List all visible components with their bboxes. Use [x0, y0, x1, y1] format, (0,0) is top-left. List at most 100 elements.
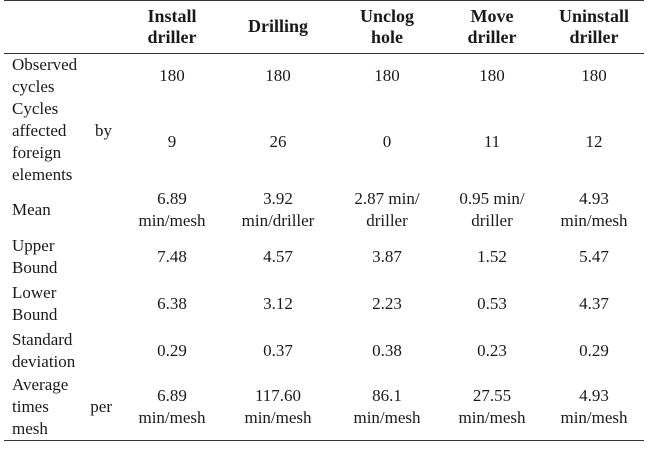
row-label-text: deviation	[12, 351, 76, 371]
row-label-text: Mean	[12, 199, 51, 219]
cell-value: 0.53	[477, 293, 507, 313]
cell-value: 180	[581, 66, 607, 85]
table-cell: 0.53	[440, 280, 544, 327]
cell-value: 3.12	[263, 293, 293, 313]
row-label: Standard deviation	[4, 327, 122, 374]
row-label-text: Observed	[12, 55, 78, 74]
table-row: Observed cycles 180 180 180 180 180	[4, 54, 644, 99]
cell-value: 6.89	[157, 188, 187, 208]
row-label-text: Standard	[12, 329, 73, 349]
header-row: Install driller Drilling Unclog hole Move dril…	[4, 0, 644, 54]
table-cell: 12	[544, 98, 644, 186]
row-label: Mean	[4, 186, 122, 233]
cell-value: 7.48	[157, 246, 187, 266]
table-cell: 3.12	[222, 280, 334, 327]
column-header-text: hole	[370, 26, 403, 47]
table-body: Observed cycles 180 180 180 180 180 Cycles affec…	[4, 54, 644, 441]
table-cell: 4.93 min/mesh	[544, 374, 644, 441]
cell-value: 0.29	[157, 340, 187, 360]
column-header-text: Uninstall	[558, 5, 630, 26]
table-cell: 0.23	[440, 327, 544, 374]
table-cell: 7.48	[122, 233, 222, 280]
data-table-container: Install driller Drilling Unclog hole Move dril…	[4, 0, 644, 466]
table-row: Cycles affected by foreign elements 9 26 0 11 12	[4, 98, 644, 186]
cell-value: 180	[265, 66, 291, 85]
table-cell: 6.38	[122, 280, 222, 327]
cell-value: min/mesh	[560, 408, 628, 427]
table-row: Average times per mesh 6.89 min/mesh 117.60 min…	[4, 374, 644, 441]
table-header: Install driller Drilling Unclog hole Move dril…	[4, 0, 644, 54]
cell-value: 4.93	[579, 188, 609, 208]
table-cell: 1.52	[440, 233, 544, 280]
cell-value: 27.55	[472, 386, 512, 405]
row-label-text: cycles	[12, 77, 55, 96]
table-cell: 0.37	[222, 327, 334, 374]
row-label-text: Lower	[12, 282, 57, 302]
table-cell: 180	[544, 54, 644, 99]
table-cell: 6.89 min/mesh	[122, 374, 222, 441]
column-header-text: Drilling	[247, 16, 308, 36]
cell-value: driller	[471, 210, 513, 230]
row-label-text: mesh	[12, 419, 48, 438]
cell-value: 26	[269, 132, 287, 151]
cell-value: min/mesh	[458, 408, 526, 427]
table-row: Upper Bound 7.48 4.57 3.87 1.52 5.47	[4, 233, 644, 280]
cell-value: 11	[483, 132, 501, 151]
table-cell: 5.47	[544, 233, 644, 280]
row-label: Cycles affected by foreign elements	[4, 98, 122, 186]
cell-value: 0.29	[579, 340, 609, 360]
cell-value: 180	[479, 66, 505, 85]
cell-value: 3.92	[263, 188, 293, 208]
row-label-text: Cycles	[12, 99, 59, 118]
table-cell: 6.89 min/mesh	[122, 186, 222, 233]
header-corner-cell	[4, 1, 122, 54]
column-header: Drilling	[222, 1, 334, 54]
column-header: Uninstall driller	[544, 1, 644, 54]
cell-value: min/mesh	[138, 210, 206, 230]
column-header-text: driller	[569, 26, 619, 47]
table-cell: 4.93 min/mesh	[544, 186, 644, 233]
table-cell: 9	[122, 98, 222, 186]
row-label: Average times per mesh	[4, 374, 122, 441]
table-cell: 0.38	[334, 327, 440, 374]
cell-value: 0.38	[372, 340, 402, 360]
table-cell: 3.87	[334, 233, 440, 280]
table-cell: 86.1 min/mesh	[334, 374, 440, 441]
table-cell: 3.92 min/driller	[222, 186, 334, 233]
cell-value: 180	[374, 66, 400, 85]
row-label-text: Bound	[12, 257, 58, 277]
row-label: Lower Bound	[4, 280, 122, 327]
table-row: Mean 6.89 min/mesh 3.92 min/driller 2.87 min/…	[4, 186, 644, 233]
table-cell: 11	[440, 98, 544, 186]
column-header-text: driller	[467, 26, 517, 47]
table-cell: 26	[222, 98, 334, 186]
cell-value: 0.23	[477, 340, 507, 360]
column-header: Unclog hole	[334, 1, 440, 54]
row-label-text: Bound	[12, 304, 58, 324]
table-cell: 0.29	[122, 327, 222, 374]
column-header: Install driller	[122, 1, 222, 54]
table-cell: 180	[222, 54, 334, 99]
cell-value: 3.87	[372, 246, 402, 266]
cell-value: 4.93	[579, 386, 609, 405]
row-label-text: Upper	[12, 235, 55, 255]
table-cell: 180	[122, 54, 222, 99]
cell-value: 5.47	[579, 246, 609, 266]
table-cell: 180	[334, 54, 440, 99]
cell-value: min/driller	[241, 210, 315, 230]
column-header-text: Unclog	[360, 5, 414, 26]
table-cell: 4.37	[544, 280, 644, 327]
cell-value: min/mesh	[353, 408, 421, 427]
table-cell: 2.23	[334, 280, 440, 327]
column-header-text: Install	[147, 5, 197, 26]
cell-value: min/mesh	[560, 210, 628, 230]
table-cell: 4.57	[222, 233, 334, 280]
table-cell: 0.29	[544, 327, 644, 374]
row-label-text: foreign	[12, 143, 62, 162]
row-label: Observed cycles	[4, 54, 122, 99]
table-cell: 2.87 min/driller	[334, 186, 440, 233]
cell-value: min/mesh	[244, 408, 312, 427]
row-label-text: Average	[12, 375, 69, 394]
table-cell: 180	[440, 54, 544, 99]
row-label-text: times per	[12, 397, 112, 416]
